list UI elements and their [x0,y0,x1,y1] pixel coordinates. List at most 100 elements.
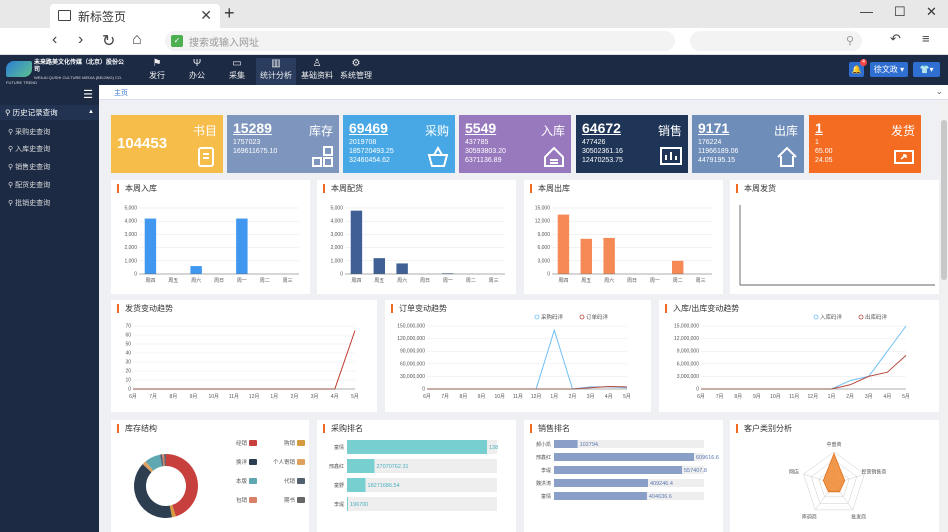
panel-title: 库存结构 [117,424,157,433]
maximize-icon[interactable]: ☐ [894,4,906,19]
x-tick-label: 周三 [696,278,706,284]
stat-card-3[interactable]: 5549 入库 437785 30593803.20 6371136.89 [459,115,571,173]
x-tick-label: 周一 [443,278,453,284]
browser-search-box[interactable]: ⚲ [690,31,862,51]
stat-number[interactable]: 69469 [349,120,388,136]
sidebar-item-stockin[interactable]: ⚲ 入库史查询 [8,144,50,154]
x-tick-label: 6月 [423,394,431,400]
stat-line: 65.00 [815,148,833,155]
panel-title: 采购排名 [323,424,363,433]
radar-axis-label: 批发商 [851,513,866,520]
sidebar-item-sales[interactable]: ⚲ 销售史查询 [8,162,50,172]
menu-item-jichu[interactable]: ♙ 基础资料 [298,58,336,81]
stat-line: 185720493.25 [349,148,394,155]
stat-line: 30502361.16 [582,148,623,155]
menu-item-tongji[interactable]: ▥ 统计分析 [256,58,296,85]
menu-item-xitong[interactable]: ⚙ 系统管理 [336,58,376,81]
menu-item-fahang[interactable]: ⚑ 发行 [138,58,176,81]
search-icon: ⚲ [8,164,16,171]
bar [350,210,363,274]
x-tick-label: 6月 [129,394,137,400]
pie-slice [145,454,163,471]
category-label: 童情 [334,444,344,451]
legend-swatch [249,497,257,503]
legend-label: 包销 [236,496,248,504]
user-menu-button[interactable]: 徐文政 ▾ [870,62,908,77]
scrollbar-thumb[interactable] [941,120,947,280]
forward-icon[interactable]: › [78,31,84,48]
back-icon[interactable]: ‹ [52,31,58,48]
series-line [427,328,628,390]
pie-slice [161,454,165,467]
stat-card-1[interactable]: 15289 库存 1757023 169611675.10 [227,115,339,173]
stat-line: 6371136.89 [465,157,502,164]
x-tick-label: 周四 [351,278,361,284]
stat-number[interactable]: 1 [815,120,823,136]
stat-number[interactable]: 64672 [582,120,621,136]
sidebar-item-label: 配货史查询 [15,182,51,189]
company-logo: 未来路美文化传媒（北京）股份公司 WEILAI QUSHI CULTURE ME… [6,60,126,85]
sidebar-group-history[interactable]: ⚲ 历史记录查询 ▲ [0,105,99,120]
stat-number[interactable]: 5549 [465,120,497,136]
stat-number[interactable]: 9171 [698,120,730,136]
app-header: 未来路美文化传媒（北京）股份公司 WEILAI QUSHI CULTURE ME… [0,55,948,85]
sidebar: ☰ ⚲ 历史记录查询 ▲ ⚲ 采购史查询 ⚲ 入库史查询 ⚲ 销售史查询 ⚲ 配… [0,85,99,532]
undo-icon[interactable]: ↶ [890,31,901,46]
chevron-down-icon[interactable]: ⌄ [935,86,943,96]
panel-order-trend: 订单变动趋势 0 30,000,000 60,000,000 90,000,000 12… [385,300,651,412]
legend-label: 个人寄销 [273,458,296,466]
stat-card-4[interactable]: 64672 销售 477426 30502361.16 12470253.75 [576,115,688,173]
menu-item-bangong[interactable]: Ψ 办公 [178,58,216,81]
address-bar[interactable]: ✓ 搜索或输入网址 [165,31,675,51]
tab-home[interactable]: 主页 [114,90,128,97]
panel-title: 发货变动趋势 [117,304,173,313]
search-icon: ⚲ [8,146,16,153]
legend-swatch [297,440,305,446]
sidebar-item-wholesale[interactable]: ⚲ 批销史查询 [8,198,50,208]
panel-ship-trend: 发货变动趋势 0 10 20 30 40 50 60 70 6月 7月 8月 9月 10月 11月 12月 1… [111,300,377,412]
y-tick-label: 1,000 [124,258,137,264]
menu-item-caiji[interactable]: ▭ 采集 [218,58,256,81]
x-tick-label: 周一 [237,278,247,284]
menu-label: 基础资料 [301,71,333,80]
sidebar-item-purchase[interactable]: ⚲ 采购史查询 [8,127,50,137]
y-tick-label: 5,000 [124,206,137,212]
browser-tab[interactable]: 新标签页 ✕ [50,4,220,28]
stat-card-5[interactable]: 9171 出库 176224 11966189.06 4479195.15 [692,115,804,173]
x-tick-label: 周五 [581,278,591,284]
stat-card-6[interactable]: 1 发货 1 65.00 24.05 [809,115,921,173]
x-tick-label: 1月 [828,394,836,400]
y-tick-label: 0 [696,387,699,393]
x-tick-label: 8月 [734,394,742,400]
legend-label: 经销 [236,439,248,447]
close-window-icon[interactable]: ✕ [926,4,937,19]
menu-icon[interactable]: ≡ [922,31,930,46]
value-label: 609616.6 [696,455,719,461]
home-icon[interactable]: ⌂ [132,31,142,48]
legend-label: 出库码洋 [865,313,888,321]
panel-sales-rank: 销售排名 郝小凯 102794. 邢鑫红 609616.6 李堤 557407.8 魏洪涛 4… [524,420,723,532]
x-tick-label: 4月 [605,394,613,400]
stat-card-2[interactable]: 69469 采购 2019708 185720493.25 32460454.62 [343,115,455,173]
logo-text: FUTURE TREND [6,80,38,85]
stat-line: 176224 [698,139,722,146]
minimize-icon[interactable]: — [860,4,873,19]
reload-icon[interactable]: ↻ [102,33,116,50]
notification-button[interactable]: 🔔 4 [849,59,867,77]
y-tick-label: 3,000 [537,258,550,264]
stat-lines: 477426 30502361.16 12470253.75 [582,138,623,165]
stat-number[interactable]: 15289 [233,120,272,136]
close-tab-icon[interactable]: ✕ [200,7,212,23]
new-tab-button[interactable]: + [224,3,235,23]
hamburger-icon[interactable]: ☰ [83,89,93,101]
y-tick-label: 6,000,000 [677,361,699,367]
legend-label: 代销 [284,477,296,485]
pie-slice [142,461,154,473]
stat-number[interactable]: 104453 [117,135,168,152]
page-scrollbar[interactable] [940,100,948,532]
bar [580,238,592,274]
y-tick-label: 150,000,000 [397,324,425,330]
sidebar-item-dist[interactable]: ⚲ 配货史查询 [8,180,50,190]
theme-button[interactable]: 👕▾ [913,62,940,77]
stat-card-0[interactable]: 104453 书目 [111,115,223,173]
